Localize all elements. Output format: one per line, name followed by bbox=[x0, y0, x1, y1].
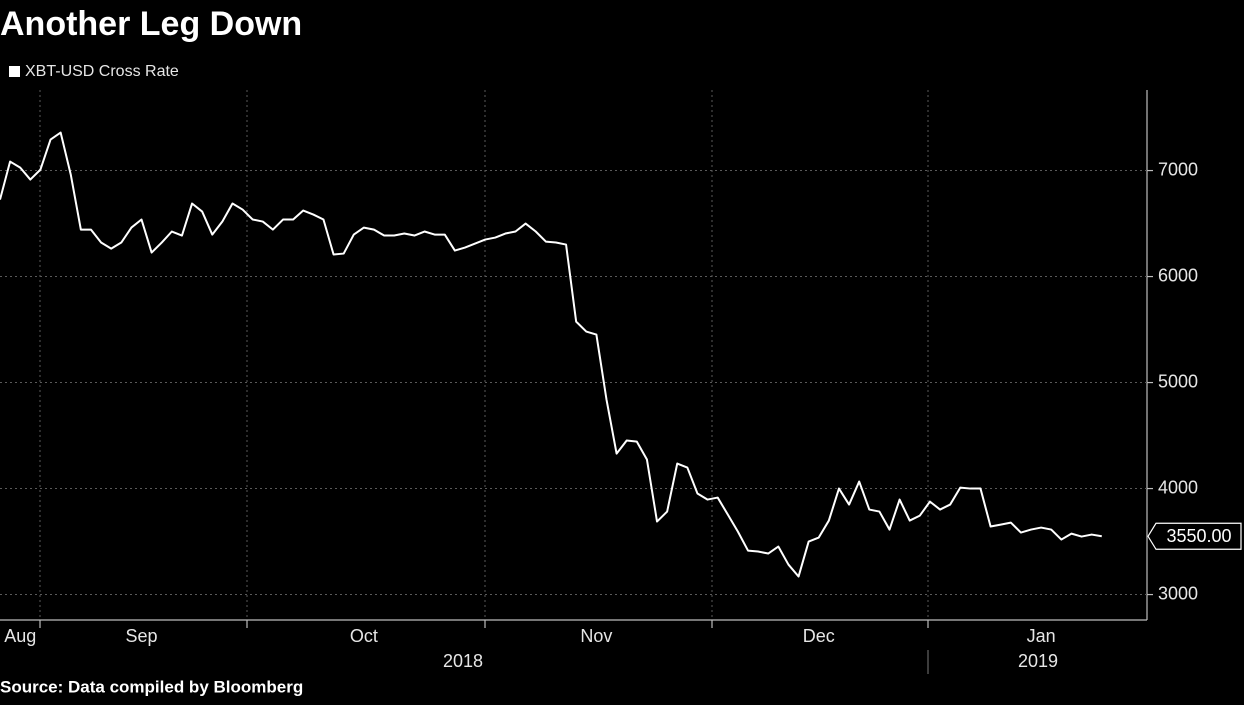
year-label: 2019 bbox=[1018, 651, 1058, 671]
y-tick-label: 4000 bbox=[1158, 477, 1198, 497]
price-line bbox=[0, 131, 1102, 578]
last-value-tag: 3550.00 bbox=[1147, 522, 1242, 550]
y-tick-label: 6000 bbox=[1158, 265, 1198, 285]
x-tick-label: Dec bbox=[803, 626, 835, 646]
last-value-label: 3550.00 bbox=[1166, 526, 1231, 546]
legend-label: XBT-USD Cross Rate bbox=[25, 63, 179, 80]
source-note: Source: Data compiled by Bloomberg bbox=[0, 677, 303, 696]
x-tick-label: Jan bbox=[1027, 626, 1056, 646]
year-label: 2018 bbox=[443, 651, 483, 671]
x-tick-label: Aug bbox=[4, 626, 36, 646]
chart-title: Another Leg Down bbox=[0, 5, 302, 43]
legend-swatch bbox=[9, 66, 20, 77]
y-tick-label: 7000 bbox=[1158, 159, 1198, 179]
y-tick-label: 5000 bbox=[1158, 371, 1198, 391]
last-value-box bbox=[1147, 522, 1242, 550]
x-tick-label: Oct bbox=[350, 626, 378, 646]
month-grid bbox=[39, 90, 929, 674]
y-tick-label: 3000 bbox=[1158, 583, 1198, 603]
x-tick-label: Nov bbox=[580, 626, 612, 646]
x-tick-label: Sep bbox=[125, 626, 157, 646]
